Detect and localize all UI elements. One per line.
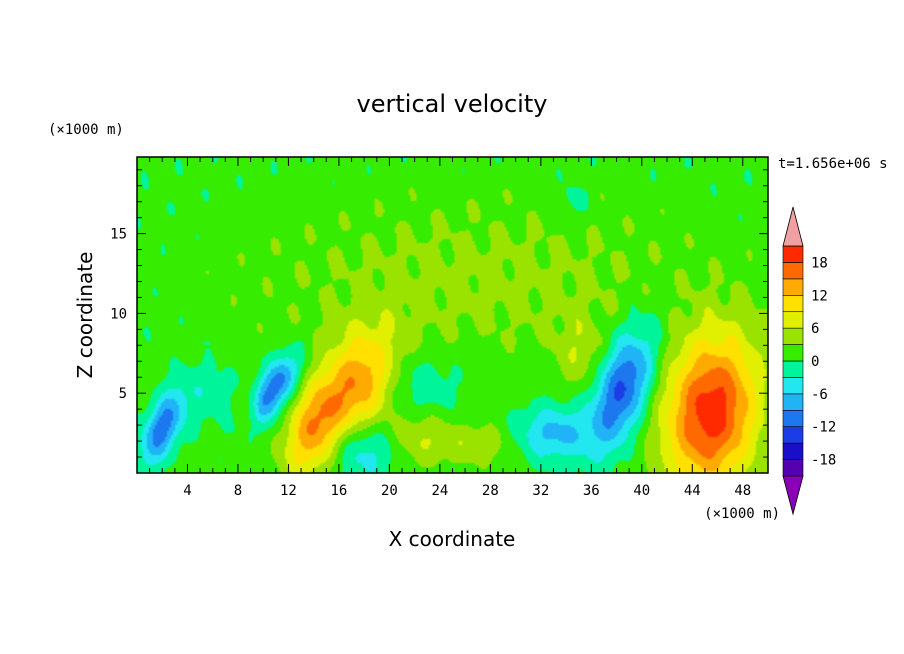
x-unit-label: (×1000 m)	[704, 506, 780, 522]
colorbar-box	[782, 442, 804, 460]
colorbar-box	[782, 393, 804, 411]
colorbar-box	[782, 377, 804, 395]
x-tick-label: 24	[431, 483, 448, 499]
x-axis-label: X coordinate	[389, 527, 516, 551]
chart-title: vertical velocity	[357, 90, 548, 118]
colorbar-box	[782, 459, 804, 477]
x-axis-ticks: 4 8 12 16 20 24 28 32 36 40 44 48	[149, 157, 756, 499]
y-axis-label: Z coordinate	[73, 252, 97, 379]
colorbar-bottom-extend	[782, 475, 804, 516]
colorbar-box	[782, 245, 804, 263]
x-tick-label: 44	[684, 483, 701, 499]
colorbar-tick-label: 18	[811, 255, 828, 271]
x-tick-label: 12	[280, 483, 297, 499]
x-tick-label: 32	[532, 483, 549, 499]
y-unit-label: (×1000 m)	[48, 122, 124, 138]
y-axis-ticks: 5 10 15	[110, 169, 768, 458]
colorbar-tick-label: 6	[811, 321, 819, 337]
colorbar-box	[782, 278, 804, 296]
colorbar: 18 12 6 0 -6 -12 -18	[782, 206, 836, 516]
colorbar-box	[782, 344, 804, 362]
colorbar-box	[782, 294, 804, 313]
colorbar-tick-label: -12	[811, 420, 836, 436]
colorbar-box	[782, 327, 804, 345]
x-tick-label: 28	[482, 483, 499, 499]
colorbar-tick-label: -18	[811, 453, 836, 469]
x-tick-label: 16	[330, 483, 347, 499]
colorbar-top-extend	[782, 206, 804, 247]
colorbar-tick-label: 0	[811, 354, 819, 370]
y-tick-label: 5	[119, 386, 127, 402]
x-tick-label: 20	[381, 483, 398, 499]
x-tick-label: 40	[633, 483, 650, 499]
colorbar-box	[782, 311, 804, 329]
contour-field	[137, 157, 768, 473]
colorbar-box	[782, 262, 804, 280]
x-tick-label: 48	[734, 483, 751, 499]
contour-fill	[137, 157, 768, 473]
x-tick-label: 4	[183, 483, 191, 499]
x-tick-label: 8	[234, 483, 242, 499]
time-label: t=1.656e+06 s	[778, 156, 888, 172]
y-tick-label: 15	[110, 227, 127, 243]
colorbar-box	[782, 426, 804, 444]
colorbar-tick-label: 12	[811, 288, 828, 304]
x-tick-label: 36	[583, 483, 600, 499]
y-tick-label: 10	[110, 306, 127, 322]
colorbar-box	[782, 409, 804, 428]
colorbar-box	[782, 360, 804, 378]
colorbar-tick-label: -6	[811, 387, 828, 403]
